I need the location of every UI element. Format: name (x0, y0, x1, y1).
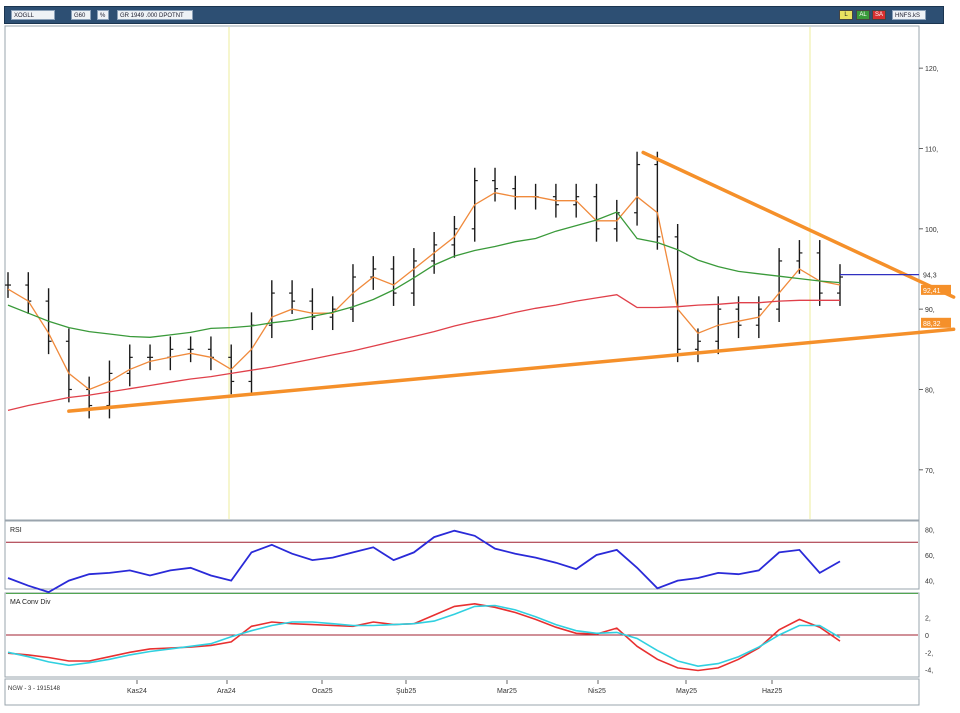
price-panel (4, 25, 920, 521)
price-tick-label: 80, (925, 387, 935, 394)
price-tick-label: 70, (925, 468, 935, 475)
price-tag-label: 92,41 (923, 288, 941, 295)
price-tag (921, 317, 951, 328)
rsi-tick-label: 60, (925, 553, 935, 560)
period-field[interactable]: G60 (71, 10, 91, 20)
price-tag-label: 88,32 (923, 321, 941, 328)
chart-toolbar: XOGLL G60 % GR 1949 .000 DPOTNT L AL SA … (4, 6, 944, 24)
footer-label: NGW - 3 - 1915148 (8, 686, 61, 692)
support-trendline (67, 327, 956, 413)
macd-layer: 2, 0 -2, -4, (6, 602, 933, 675)
macd-tick-label: 0 (925, 633, 929, 640)
level-label: 94,3 (923, 273, 937, 280)
price-tick-label: 120, (925, 66, 939, 73)
resistance-trendline (641, 150, 956, 299)
price-tick-label: 110, (925, 146, 938, 153)
price-layer: 70, 80, 90, 100, 110, 120, 94,3 92,41 88,32 (5, 66, 956, 475)
signal-line (7, 604, 841, 668)
toolbar-button-b[interactable]: AL (856, 10, 870, 20)
time-tick-label: Kas24 (127, 688, 147, 695)
macd-tick-label: 2, (925, 616, 931, 623)
rsi-tick-label: 40, (925, 579, 935, 586)
ma_slow-line (7, 294, 840, 412)
time-tick-label: May25 (676, 688, 697, 695)
chart-type-field[interactable]: % (97, 10, 109, 20)
macd-line (7, 602, 841, 672)
time-tick-label: Mar25 (497, 688, 517, 695)
rsi-title: RSI (10, 527, 22, 534)
macd-tick-label: -2, (925, 650, 933, 657)
macd-title: MA Conv Div (10, 599, 51, 606)
time-tick-label: Oca25 (312, 688, 333, 695)
toolbar-button-a[interactable]: L (839, 10, 853, 20)
time-tick-label: Ara24 (217, 688, 236, 695)
rsi-panel (4, 520, 920, 590)
date-range-field[interactable]: GR 1949 .000 DPOTNT (117, 10, 193, 20)
symbol-field[interactable]: XOGLL (11, 10, 55, 20)
price-tag (921, 284, 951, 295)
macd-tick-label: -4, (925, 668, 933, 675)
price-tick-label: 90, (925, 307, 935, 314)
rsi-line (7, 529, 841, 594)
toolbar-button-c[interactable]: SA (872, 10, 886, 20)
time-tick-label: Şub25 (396, 688, 416, 695)
time-tick-label: Nis25 (588, 688, 606, 695)
time-tick-label: Haz25 (762, 688, 782, 695)
axis-layer: Kas24 Ara24 Oca25 Şub25 Mar25 Nis25 May25 Haz25 (127, 680, 782, 695)
price-tick-label: 100, (925, 227, 939, 234)
time-axis-panel (4, 678, 920, 706)
rsi-tick-label: 80, (925, 527, 935, 534)
right-info-field[interactable]: HNFS.kS (892, 10, 926, 20)
rsi-layer: 80, 60, 40, (6, 527, 935, 594)
ma_fast-line (7, 192, 841, 391)
ma_mid-line (7, 211, 841, 338)
